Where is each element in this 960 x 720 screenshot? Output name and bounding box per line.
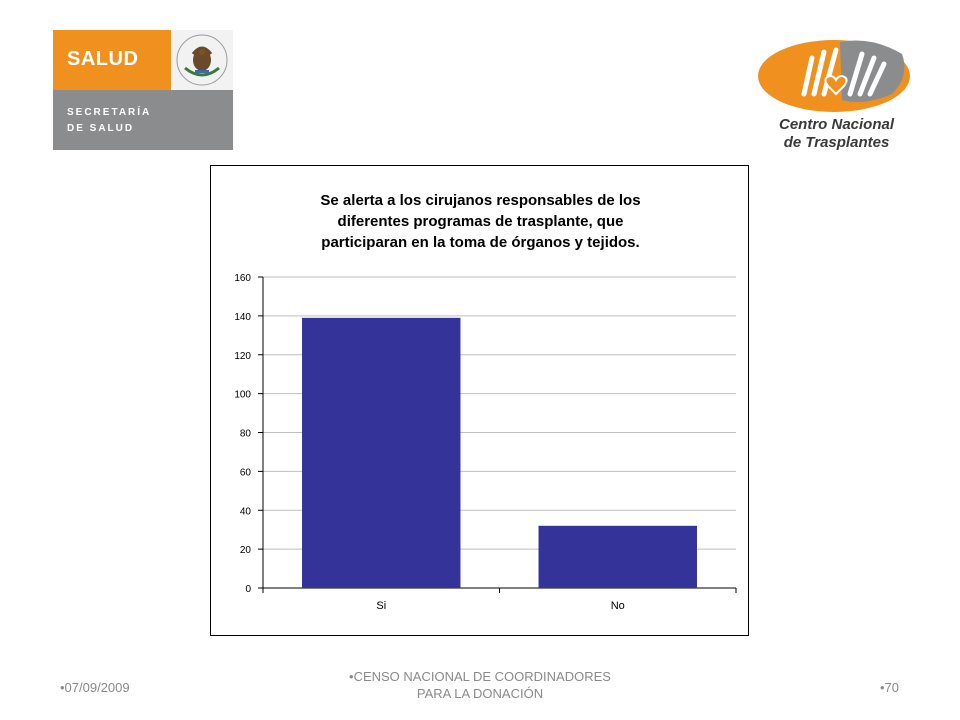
footer-title-line2: PARA LA DONACIÓN (416, 686, 544, 701)
x-tick-label: Si (376, 600, 386, 612)
y-tick-label: 0 (245, 584, 251, 595)
y-tick-label: 120 (234, 351, 251, 362)
salud-orange-block: SALUD (53, 30, 171, 90)
cenatra-hands-icon (758, 40, 910, 112)
footer-page-number: •70 (880, 680, 900, 695)
y-tick-label: 160 (234, 273, 251, 284)
chart-title: Se alerta a los cirujanos responsables d… (211, 190, 750, 253)
footer-date: •07/09/2009 (60, 680, 130, 695)
salud-subtitle-block: SECRETARÍA DE SALUD (53, 90, 233, 150)
salud-subtitle-line2: DE SALUD (67, 123, 135, 134)
y-tick-label: 60 (240, 467, 252, 478)
cenatra-line1: Centro Nacional (778, 116, 895, 133)
chart-title-line3: participaran en la toma de órganos y tej… (321, 234, 640, 251)
chart-frame: Se alerta a los cirujanos responsables d… (210, 165, 749, 636)
bar-si (302, 317, 461, 588)
bar-no (538, 525, 697, 588)
salud-subtitle-line1: SECRETARÍA (67, 107, 152, 118)
y-tick-label: 40 (240, 506, 252, 517)
salud-logo: SALUD SECRETARÍA DE SALUD (53, 30, 233, 150)
bar-chart: 0 20 40 60 80 100 120 140 160 Si No (234, 273, 737, 612)
cenatra-line2: de Trasplantes (783, 134, 890, 151)
footer-title-line1: •CENSO NACIONAL DE COORDINADORES (349, 669, 611, 684)
y-tick-label: 140 (234, 312, 251, 323)
footer-title: •CENSO NACIONAL DE COORDINADORES PARA LA… (330, 668, 630, 702)
mexico-seal-icon (171, 30, 233, 90)
y-tick-label: 100 (234, 390, 251, 401)
salud-logo-word: SALUD (67, 48, 139, 70)
x-tick-label: No (611, 600, 625, 612)
y-tick-label: 20 (240, 545, 252, 556)
chart-title-line1: Se alerta a los cirujanos responsables d… (320, 192, 641, 209)
y-tick-label: 80 (240, 429, 252, 440)
chart-title-line2: diferentes programas de trasplante, que (337, 213, 624, 230)
cenatra-logo: Centro Nacional de Trasplantes (752, 24, 912, 154)
